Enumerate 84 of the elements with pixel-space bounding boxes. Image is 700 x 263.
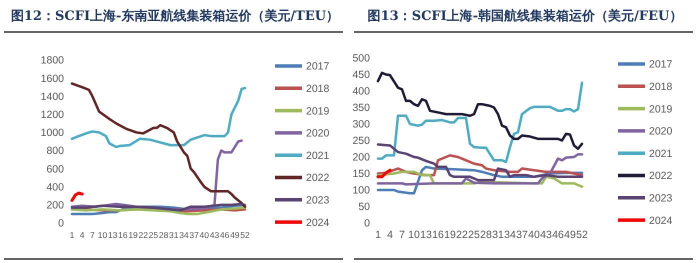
legend-label: 2021	[306, 150, 330, 162]
legend-label: 2020	[649, 126, 673, 138]
x-tick-label: 1	[70, 230, 75, 240]
x-tick-label: 10	[98, 230, 108, 240]
line-series	[70, 86, 246, 148]
x-tick-label: 28	[158, 230, 169, 240]
x-tick-label: 28	[480, 229, 492, 241]
y-tick-label: 300	[352, 118, 370, 131]
x-tick-label: 46	[220, 230, 230, 240]
line-series	[376, 82, 584, 164]
legend-label: 2017	[306, 60, 330, 73]
x-tick-label: 34	[504, 229, 516, 241]
x-tick-label: 52	[576, 229, 588, 241]
line-series	[376, 153, 584, 186]
line-series	[70, 82, 246, 208]
y-tick-label: 50	[358, 201, 370, 214]
x-tick-label: 13	[420, 229, 432, 241]
x-tick-label: 13	[108, 230, 118, 240]
x-tick-label: 1	[375, 229, 382, 241]
y-tick-label: 500	[352, 52, 370, 65]
x-tick-label: 37	[516, 229, 528, 241]
y-tick-label: 800	[46, 145, 64, 158]
y-tick-label: 200	[352, 152, 370, 164]
line-series	[70, 192, 84, 202]
x-tick-label: 4	[387, 229, 394, 241]
y-tick-label: 150	[352, 168, 370, 180]
x-tick-label: 19	[444, 229, 456, 241]
x-tick-label: 16	[432, 229, 444, 241]
line-series	[70, 202, 243, 212]
legend-label: 2022	[306, 172, 330, 184]
y-tick-label: 1000	[40, 127, 64, 140]
legend-label: 2022	[649, 170, 673, 182]
x-tick-label: 49	[230, 230, 240, 240]
legend-label: 2018	[306, 82, 330, 95]
x-tick-label: 31	[169, 230, 179, 240]
x-tick-label: 52	[240, 230, 250, 240]
x-tick-label: 19	[128, 230, 138, 240]
x-tick-label: 40	[200, 230, 210, 240]
y-tick-label: 200	[46, 200, 64, 212]
y-tick-label: 1600	[40, 72, 64, 85]
legend-label: 2023	[649, 192, 673, 204]
legend-label: 2024	[306, 216, 330, 229]
x-tick-label: 22	[456, 229, 468, 241]
x-tick-label: 16	[118, 230, 128, 240]
y-tick-label: 350	[352, 102, 370, 114]
x-tick-label: 43	[210, 230, 220, 240]
y-tick-label: 1200	[40, 109, 64, 122]
x-tick-label: 37	[189, 230, 200, 240]
legend-label: 2019	[649, 103, 673, 116]
legend-label: 2021	[649, 148, 673, 160]
line-series	[376, 72, 584, 150]
x-tick-label: 25	[468, 229, 480, 241]
x-tick-label: 46	[552, 229, 564, 241]
y-tick-label: 450	[352, 69, 370, 82]
legend-label: 2020	[306, 128, 330, 140]
y-tick-label: 0	[364, 218, 370, 230]
y-tick-label: 250	[352, 135, 370, 148]
y-tick-label: 400	[46, 181, 64, 194]
line-series	[70, 206, 246, 216]
x-tick-label: 4	[80, 230, 85, 240]
x-tick-label: 10	[408, 229, 420, 241]
x-tick-label: 31	[492, 229, 504, 241]
legend-label: 2018	[649, 80, 673, 93]
chart-title: 图12：SCFI上海-东南亚航线集装箱运价（美元/TEU）	[10, 8, 340, 24]
y-tick-label: 1400	[40, 90, 64, 103]
x-tick-label: 34	[179, 230, 189, 240]
legend-label: 2019	[306, 105, 330, 118]
y-tick-label: 100	[352, 184, 370, 197]
y-tick-label: 600	[46, 163, 64, 176]
y-tick-label: 1800	[40, 54, 64, 67]
legend-label: 2017	[649, 58, 673, 71]
line-series	[376, 143, 584, 182]
x-tick-label: 49	[564, 229, 576, 241]
y-tick-label: 0	[58, 218, 64, 230]
legend-label: 2023	[306, 194, 330, 206]
y-tick-label: 400	[352, 86, 370, 98]
legend-label: 2024	[649, 214, 673, 227]
x-tick-label: 43	[540, 229, 552, 241]
x-tick-label: 25	[148, 230, 158, 240]
chart-title: 图13：SCFI上海-韩国航线集装箱运价（美元/FEU）	[368, 8, 682, 24]
x-tick-label: 40	[528, 229, 540, 241]
x-tick-label: 7	[399, 229, 406, 241]
x-tick-label: 22	[138, 230, 148, 240]
x-tick-label: 7	[90, 230, 95, 240]
